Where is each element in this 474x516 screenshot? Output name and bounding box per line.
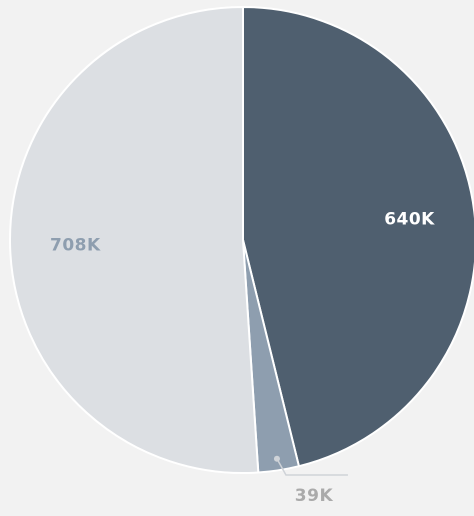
data-label: 708K bbox=[50, 236, 101, 256]
data-label: 39K bbox=[295, 486, 334, 506]
leader-line bbox=[276, 458, 348, 476]
pie-slice bbox=[9, 5, 260, 474]
data-label: 640K bbox=[384, 210, 435, 230]
pie-slice bbox=[242, 5, 474, 468]
